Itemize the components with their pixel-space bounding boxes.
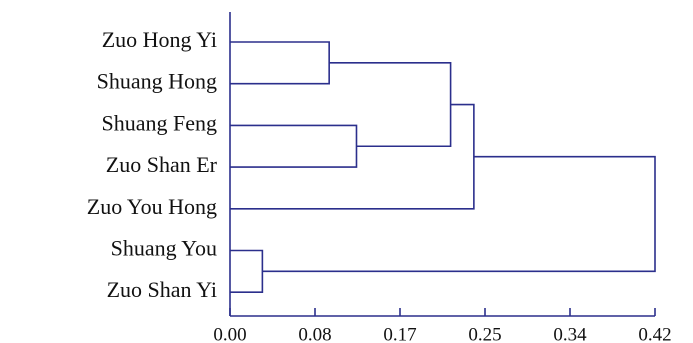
leaf-label: Shuang Hong: [97, 69, 217, 94]
x-axis: 0.00 0.08 0.17 0.25 0.34 0.42: [213, 12, 672, 343]
x-tick-label: 0.08: [298, 324, 331, 343]
leaf-label: Zuo Hong Yi: [102, 27, 217, 52]
dendrogram-branch: [262, 155, 656, 273]
x-tick-label: 0.42: [638, 324, 671, 343]
leaf-label: Zuo Shan Yi: [107, 277, 217, 302]
dendrogram-branch: [230, 124, 358, 168]
x-tick-label: 0.00: [213, 324, 246, 343]
x-tick-label: 0.34: [553, 324, 587, 343]
leaf-labels: Zuo Hong Yi Shuang Hong Shuang Feng Zuo Sha…: [87, 27, 218, 302]
dendrogram-branches: [230, 41, 656, 293]
dendrogram-branch: [230, 103, 475, 210]
dendrogram-branch: [230, 249, 264, 293]
dendrogram-branch: [329, 62, 452, 148]
leaf-label: Zuo Shan Er: [106, 152, 218, 177]
leaf-label: Shuang Feng: [102, 110, 218, 135]
x-tick-label: 0.25: [468, 324, 501, 343]
leaf-label: Zuo You Hong: [87, 194, 217, 219]
leaf-label: Shuang You: [111, 236, 217, 261]
x-tick-label: 0.17: [383, 324, 416, 343]
dendrogram-branch: [230, 41, 330, 85]
